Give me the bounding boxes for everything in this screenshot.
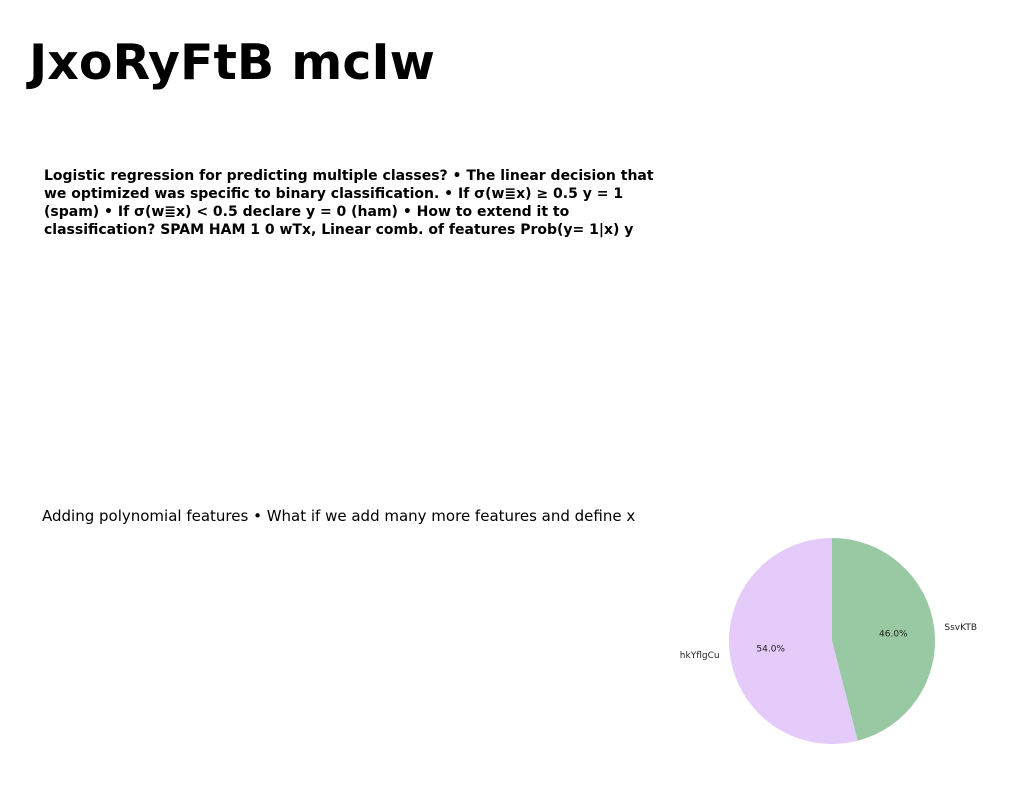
slide-body-text: Logistic regression for predicting multi…	[44, 168, 654, 238]
pie-pct-labels: 46.0% 54.0%	[756, 629, 908, 654]
pie-chart: 46.0% 54.0% SsvKTB hkYflgCu	[680, 538, 977, 744]
pie-pct-label: 54.0%	[756, 645, 785, 655]
pie-category-label: SsvKTB	[944, 623, 977, 633]
pie-slices	[729, 538, 936, 744]
pie-category-labels: SsvKTB hkYflgCu	[680, 623, 977, 661]
pie-pct-label: 46.0%	[879, 629, 908, 639]
pie-category-label: hkYflgCu	[680, 651, 720, 661]
slide-title: JxoRyFtB mcIw	[29, 34, 435, 91]
slide-caption: Adding polynomial features • What if we …	[42, 507, 636, 525]
pie-slice-SsvKTB	[832, 538, 936, 741]
pie-slice-hkYflgCu	[729, 538, 858, 744]
